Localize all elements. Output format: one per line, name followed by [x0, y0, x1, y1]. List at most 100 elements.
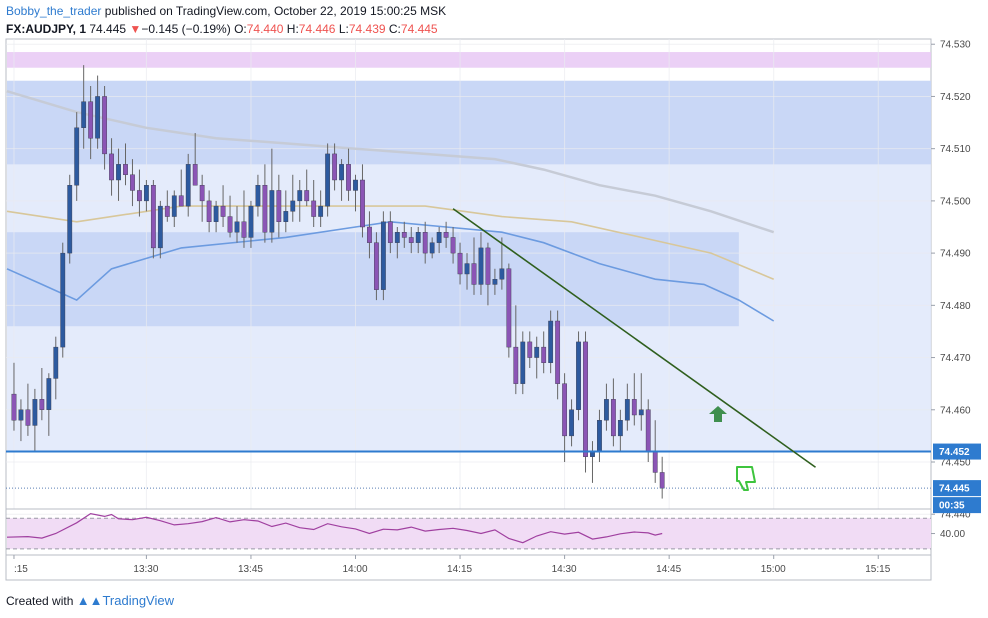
candle-body	[597, 420, 602, 452]
close-label: C:	[388, 22, 401, 36]
trend-line	[452, 208, 816, 468]
candle-body	[18, 409, 24, 421]
candle-body	[178, 195, 184, 207]
candle-body	[290, 200, 296, 212]
candle-body	[548, 320, 554, 363]
candle-body	[297, 190, 303, 202]
candle-body	[95, 96, 101, 139]
candle-body	[199, 185, 205, 202]
candle-body	[638, 409, 644, 416]
candle-body	[304, 190, 310, 202]
price-axis[interactable]: 74.530 74.520 74.510 74.500 74.490 74.480 74.4…	[931, 40, 971, 521]
candle-body	[610, 399, 616, 437]
rsi-tick-label: 40.00	[940, 529, 965, 540]
candle-body	[116, 164, 121, 181]
candle-body	[520, 341, 526, 384]
price-tick-label: 74.480	[940, 301, 971, 312]
candle-body	[88, 101, 94, 139]
candle-body	[492, 279, 498, 285]
open-label: O:	[234, 22, 247, 36]
rsi-line	[6, 512, 663, 544]
candle-body	[318, 205, 324, 217]
candle-body	[659, 472, 665, 489]
candles-layer	[11, 65, 665, 499]
candle-body	[478, 247, 484, 285]
price-line-tag-text: 74.452	[939, 447, 970, 458]
candle-body	[506, 268, 512, 348]
candle-body	[227, 216, 233, 233]
price-tick-label: 74.490	[940, 249, 971, 260]
candle-body	[102, 96, 107, 155]
high-label: H:	[286, 22, 299, 36]
candle-body	[234, 221, 240, 233]
time-tick-label: 14:15	[447, 564, 472, 575]
candle-body	[471, 263, 477, 285]
candle-body	[387, 221, 393, 243]
candle-body	[325, 153, 331, 207]
candle-body	[464, 263, 470, 275]
candle-body	[652, 451, 658, 473]
footer: Created with ▲▲TradingView	[6, 593, 174, 608]
low-value: 74.439	[348, 22, 386, 36]
high-value: 74.446	[298, 22, 336, 36]
time-tick-label: 14:00	[343, 564, 368, 575]
price-tick-label: 74.470	[940, 353, 971, 364]
candle-body	[269, 190, 275, 233]
moving-average-ma_slow	[6, 90, 775, 234]
thumbs-down-icon	[736, 466, 756, 491]
candle-body	[436, 232, 442, 243]
rsi-band	[7, 518, 931, 549]
candle-body	[192, 164, 198, 186]
candle-body	[213, 205, 219, 222]
zone-blue	[7, 232, 739, 327]
candle-body	[499, 268, 505, 280]
symbol-legend: FX:AUDJPY, 1 74.445 ▼−0.145 (−0.19%) O:7…	[6, 22, 438, 36]
moving-average-ma_fast	[6, 220, 775, 322]
price-tick-label: 74.520	[940, 92, 971, 103]
candle-body	[67, 185, 73, 254]
author-link[interactable]: Bobby_the_trader	[6, 4, 102, 18]
created-with-text: Created with	[6, 594, 74, 608]
candle-body	[39, 399, 45, 410]
lines-layer	[6, 208, 931, 489]
candle-body	[123, 164, 128, 175]
candle-body	[513, 346, 519, 384]
candle-body	[429, 242, 435, 254]
candle-body	[143, 185, 149, 202]
candle-body	[374, 242, 379, 290]
candle-body	[457, 252, 463, 275]
candle-body	[443, 232, 449, 238]
candle-body	[11, 393, 17, 421]
time-tick-label: 13:45	[238, 564, 263, 575]
candle-body	[53, 346, 59, 379]
candle-body	[346, 164, 351, 191]
candle-body	[408, 237, 414, 243]
time-tick-label: 14:45	[656, 564, 681, 575]
time-tick-label: 13:30	[133, 564, 158, 575]
candle-body	[380, 221, 386, 290]
candle-body	[157, 205, 163, 249]
candle-body	[32, 399, 38, 426]
candle-body	[74, 127, 80, 186]
price-tick-label: 74.500	[940, 196, 971, 207]
change-arrow-icon: ▼	[129, 22, 142, 36]
price-tick-label: 74.440	[940, 510, 971, 521]
candle-body	[422, 232, 428, 254]
zone-pink	[7, 52, 931, 68]
time-axis[interactable]: :15 13:30 13:45 14:00 14:15 14:30 14:45 15:00 15…	[13, 555, 891, 575]
tradingview-logo-icon[interactable]: ▲▲	[76, 593, 103, 608]
tradingview-brand[interactable]: TradingView	[102, 593, 174, 608]
candle-body	[262, 185, 268, 233]
zone-blue	[7, 80, 931, 165]
candle-body	[534, 346, 540, 358]
countdown-tag	[933, 497, 981, 514]
last-price: 74.445	[89, 22, 127, 36]
time-tick-label: :15	[14, 564, 28, 575]
candle-body	[276, 190, 282, 222]
price-tick-label: 74.510	[940, 144, 971, 155]
candle-body	[171, 195, 177, 217]
candle-body	[81, 101, 87, 128]
candle-body	[206, 200, 212, 222]
candle-body	[332, 153, 337, 181]
